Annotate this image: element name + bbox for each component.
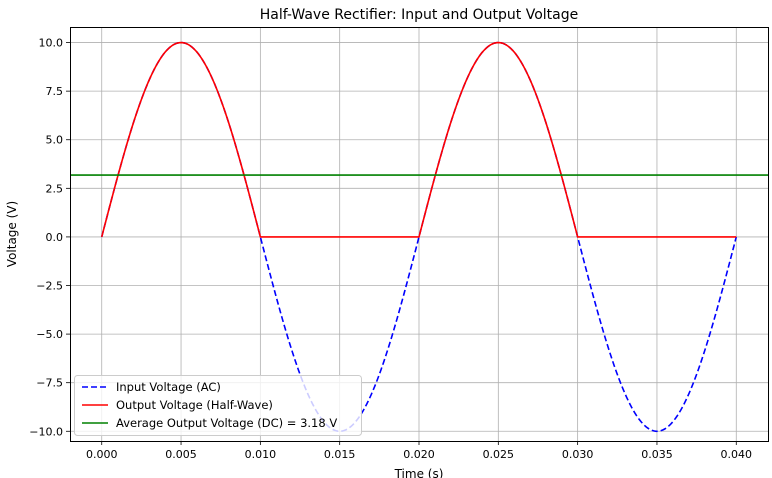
x-tick-label: 0.015 <box>324 448 356 461</box>
x-tick-label: 0.000 <box>86 448 118 461</box>
legend-box <box>74 375 362 436</box>
y-tick-label: 0.0 <box>46 231 64 244</box>
legend: Input Voltage (AC) Output Voltage (Half-W… <box>74 375 362 436</box>
series-layer <box>70 41 768 433</box>
y-tick-label: −2.5 <box>36 280 63 293</box>
x-tick-label: 0.010 <box>245 448 277 461</box>
x-tick-label: 0.040 <box>721 448 753 461</box>
y-tick-label: 7.5 <box>46 85 64 98</box>
y-tick-label: 5.0 <box>46 134 64 147</box>
x-axis-label: Time (s) <box>394 467 444 478</box>
y-tick-label: −10.0 <box>29 425 63 438</box>
plot-frame <box>70 27 769 442</box>
y-tick-label: 2.5 <box>46 182 64 195</box>
series-output-voltage-line <box>100 41 737 238</box>
x-tick-label: 0.005 <box>165 448 197 461</box>
x-tick-label: 0.030 <box>562 448 594 461</box>
legend-entry-input-label: Input Voltage (AC) <box>116 380 221 394</box>
x-tick-label: 0.025 <box>483 448 515 461</box>
x-tick-label: 0.020 <box>403 448 435 461</box>
y-axis-label: Voltage (V) <box>5 201 19 267</box>
x-ticks: 0.000 0.005 0.010 0.015 0.020 0.025 0.030 0.035… <box>86 441 752 461</box>
legend-entry-output-label: Output Voltage (Half-Wave) <box>116 398 273 412</box>
legend-entry-average-label: Average Output Voltage (DC) = 3.18 V <box>116 416 337 430</box>
x-tick-label: 0.035 <box>641 448 673 461</box>
y-tick-label: −7.5 <box>36 377 63 390</box>
y-tick-label: −5.0 <box>36 328 63 341</box>
y-ticks: 10.0 7.5 5.0 2.5 0.0 −2.5 −5.0 −7.5 −10.0 <box>29 37 70 438</box>
y-tick-label: 10.0 <box>39 37 64 50</box>
chart-title: Half-Wave Rectifier: Input and Output Vo… <box>260 7 579 23</box>
